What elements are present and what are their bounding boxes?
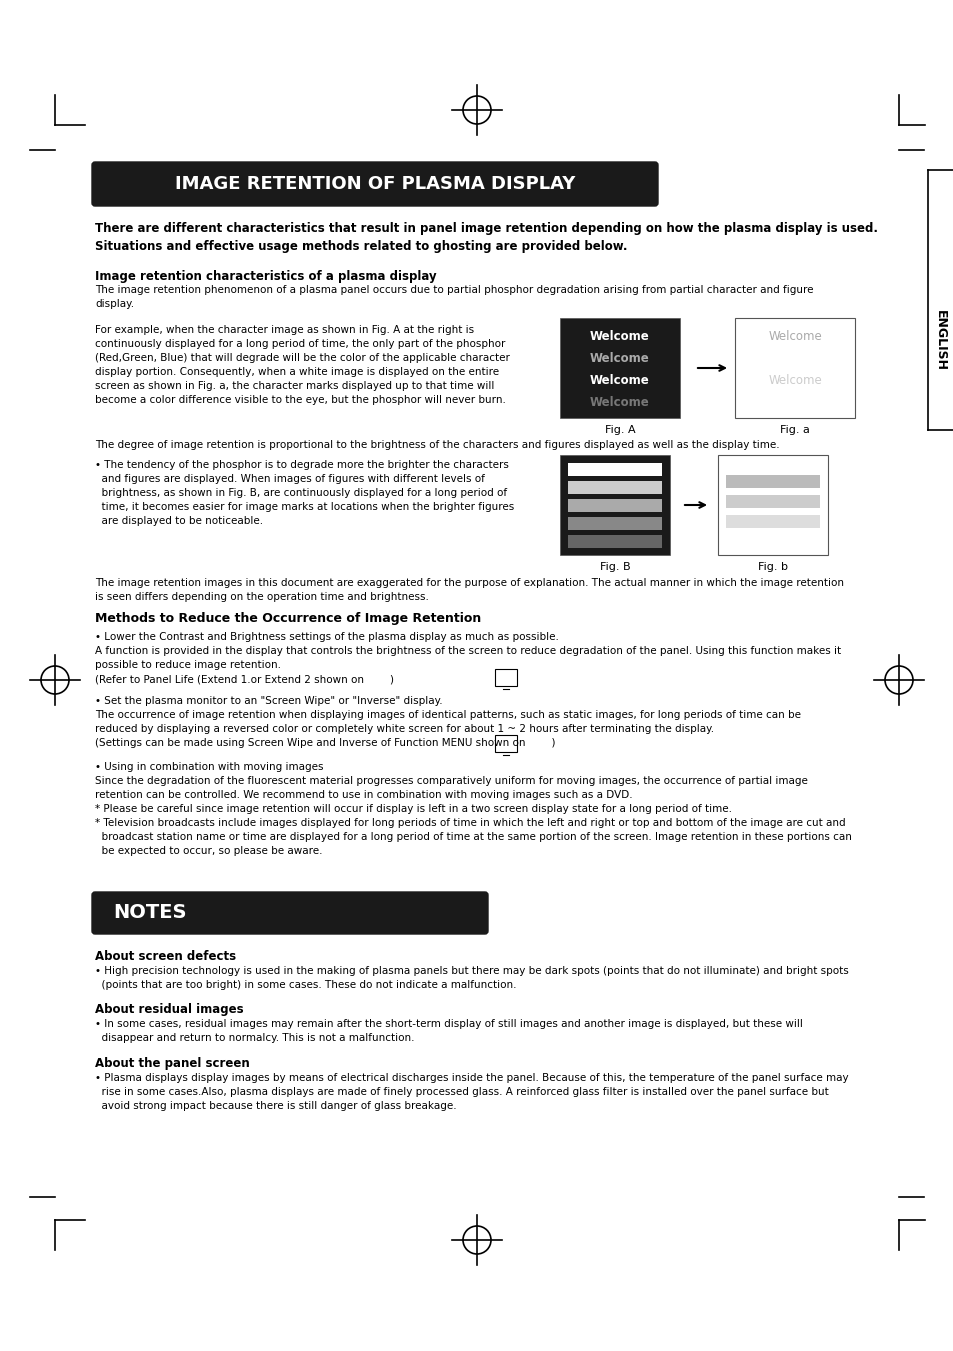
- Text: About residual images: About residual images: [95, 1002, 243, 1016]
- FancyBboxPatch shape: [91, 892, 488, 934]
- Bar: [559, 455, 669, 555]
- Text: IMAGE RETENTION OF PLASMA DISPLAY: IMAGE RETENTION OF PLASMA DISPLAY: [174, 176, 575, 193]
- Text: The image retention phenomenon of a plasma panel occurs due to partial phosphor : The image retention phenomenon of a plas…: [95, 285, 813, 309]
- Text: • Lower the Contrast and Brightness settings of the plasma display as much as po: • Lower the Contrast and Brightness sett…: [95, 632, 558, 642]
- Bar: [567, 463, 661, 476]
- Text: The image retention images in this document are exaggerated for the purpose of e: The image retention images in this docum…: [95, 578, 843, 603]
- Text: Fig. B: Fig. B: [599, 562, 630, 571]
- Text: • Plasma displays display images by means of electrical discharges inside the pa: • Plasma displays display images by mean…: [95, 1073, 848, 1111]
- Text: Since the degradation of the fluorescent material progresses comparatively unifo: Since the degradation of the fluorescent…: [95, 775, 807, 800]
- Text: Fig. A: Fig. A: [604, 426, 635, 435]
- Bar: [734, 317, 854, 417]
- Bar: [495, 735, 517, 753]
- Text: • Set the plasma monitor to an "Screen Wipe" or "Inverse" display.: • Set the plasma monitor to an "Screen W…: [95, 696, 442, 707]
- Text: Fig. b: Fig. b: [758, 562, 787, 571]
- Bar: [567, 517, 661, 530]
- Bar: [495, 669, 517, 686]
- Text: Welcome: Welcome: [767, 330, 821, 343]
- Text: • In some cases, residual images may remain after the short-term display of stil: • In some cases, residual images may rem…: [95, 1019, 802, 1043]
- Text: Welcome: Welcome: [590, 330, 649, 343]
- Bar: [567, 535, 661, 549]
- Text: * Television broadcasts include images displayed for long periods of time in whi: * Television broadcasts include images d…: [95, 817, 851, 857]
- Bar: [725, 494, 820, 508]
- Text: * Please be careful since image retention will occur if display is left in a two: * Please be careful since image retentio…: [95, 804, 731, 815]
- Text: There are different characteristics that result in panel image retention dependi: There are different characteristics that…: [95, 222, 877, 253]
- Text: Fig. a: Fig. a: [780, 426, 809, 435]
- Bar: [718, 455, 827, 555]
- Text: The occurrence of image retention when displaying images of identical patterns, : The occurrence of image retention when d…: [95, 711, 801, 748]
- Bar: [567, 499, 661, 512]
- Text: Welcome: Welcome: [590, 351, 649, 365]
- Text: • High precision technology is used in the making of plasma panels but there may: • High precision technology is used in t…: [95, 966, 848, 990]
- Text: ENGLISH: ENGLISH: [933, 309, 945, 370]
- Text: Welcome: Welcome: [590, 396, 649, 408]
- FancyBboxPatch shape: [91, 162, 658, 205]
- Bar: [725, 515, 820, 528]
- Text: For example, when the character image as shown in Fig. A at the right is
continu: For example, when the character image as…: [95, 326, 509, 405]
- Text: Welcome: Welcome: [767, 373, 821, 386]
- Text: NOTES: NOTES: [112, 904, 186, 923]
- Text: Methods to Reduce the Occurrence of Image Retention: Methods to Reduce the Occurrence of Imag…: [95, 612, 480, 626]
- Text: The degree of image retention is proportional to the brightness of the character: The degree of image retention is proport…: [95, 440, 779, 450]
- Text: A function is provided in the display that controls the brightness of the screen: A function is provided in the display th…: [95, 646, 841, 684]
- Text: Image retention characteristics of a plasma display: Image retention characteristics of a pla…: [95, 270, 436, 282]
- Text: Welcome: Welcome: [590, 373, 649, 386]
- Bar: [567, 481, 661, 494]
- Text: About screen defects: About screen defects: [95, 950, 236, 963]
- Text: • The tendency of the phosphor is to degrade more the brighter the characters
  : • The tendency of the phosphor is to deg…: [95, 459, 514, 526]
- Bar: [725, 476, 820, 488]
- Text: • Using in combination with moving images: • Using in combination with moving image…: [95, 762, 323, 771]
- Bar: [559, 317, 679, 417]
- Text: About the panel screen: About the panel screen: [95, 1056, 250, 1070]
